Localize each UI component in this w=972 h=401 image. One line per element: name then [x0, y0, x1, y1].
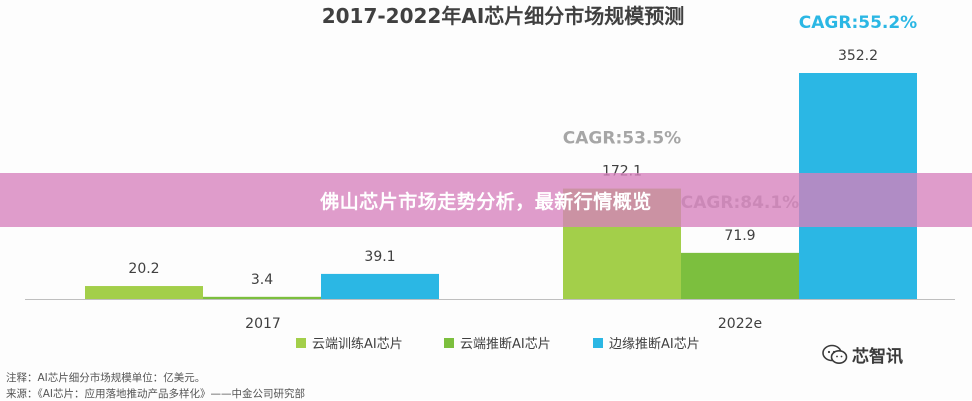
category-label-0: 2017: [245, 316, 281, 332]
legend-swatch-1: [444, 338, 454, 348]
data-label-1-0: 3.4: [251, 272, 273, 288]
cagr-label-0: CAGR:53.5%: [563, 129, 681, 149]
title-banner: 佛山芯片市场走势分析，最新行情概览: [0, 173, 972, 227]
data-label-0-0: 20.2: [128, 261, 159, 277]
legend-label-2: 边缘推断AI芯片: [609, 337, 700, 352]
watermark-text: 芯智讯: [852, 347, 903, 367]
cagr-label-2: CAGR:55.2%: [799, 13, 917, 33]
bar-0-0: [85, 286, 203, 299]
data-label-2-1: 352.2: [838, 48, 878, 64]
data-label-1-1: 71.9: [724, 228, 755, 244]
bar-1-0: [203, 296, 321, 299]
legend-swatch-2: [593, 338, 603, 348]
wechat-icon: [822, 344, 848, 364]
chart-title: 2017-2022年AI芯片细分市场规模预测: [322, 4, 685, 28]
note-source: 来源：《AI芯片：应用落地推动产品多样化》——中金公司研究部: [6, 388, 306, 400]
legend-label-1: 云端推断AI芯片: [460, 337, 551, 352]
bar-2-0: [321, 273, 439, 299]
legend-label-0: 云端训练AI芯片: [312, 337, 403, 352]
note-units: 注释：AI芯片细分市场规模单位：亿美元。: [6, 372, 206, 384]
watermark: 芯智讯: [822, 342, 903, 367]
bar-1-1: [681, 252, 799, 299]
banner-text: 佛山芯片市场走势分析，最新行情概览: [320, 190, 652, 213]
data-label-2-0: 39.1: [364, 249, 395, 265]
legend-swatch-0: [296, 338, 306, 348]
category-label-1: 2022e: [718, 316, 762, 332]
